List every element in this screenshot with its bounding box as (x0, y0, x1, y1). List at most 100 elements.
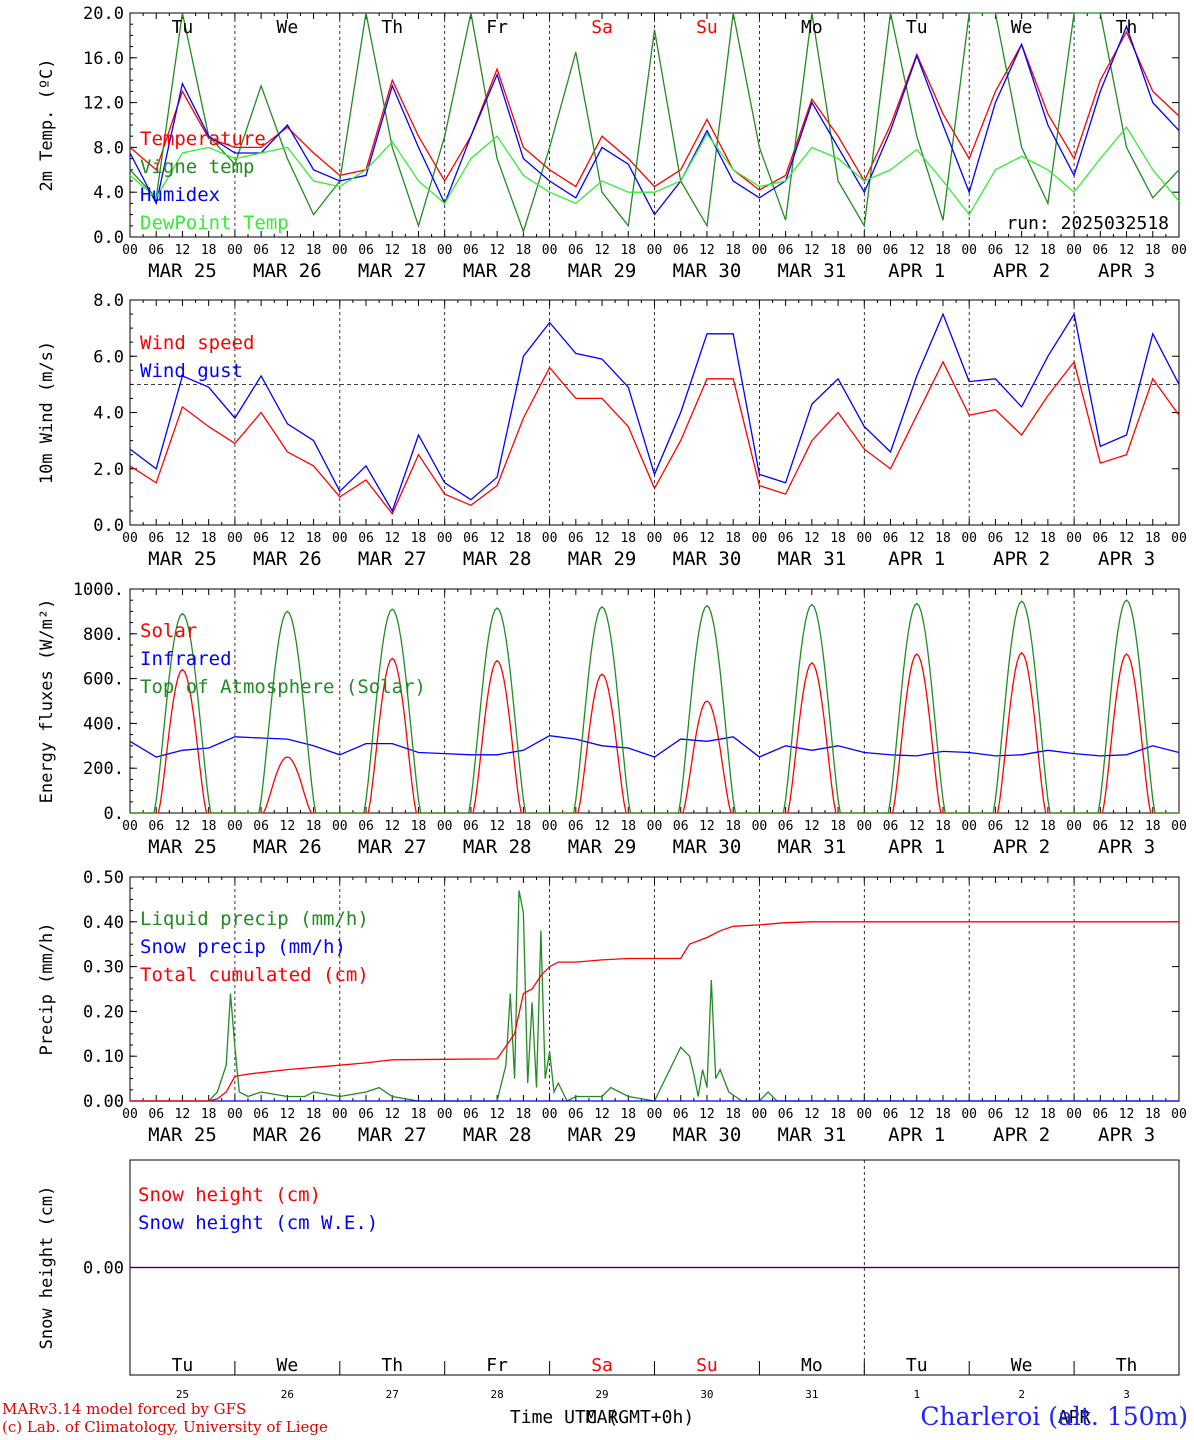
hour-label: 00 (752, 1107, 768, 1122)
credit-line-lab: (c) Lab. of Climatology, University of L… (2, 1418, 328, 1436)
hour-label: 12 (909, 1107, 925, 1122)
y-tick-label: 12.0 (83, 94, 124, 114)
hour-label: 12 (1014, 243, 1030, 258)
hour-label: 00 (856, 243, 872, 258)
hour-label: 06 (253, 819, 269, 834)
hour-label: 00 (227, 1107, 243, 1122)
date-label: APR 2 (993, 836, 1050, 858)
y-tick-label: 0. (104, 804, 124, 824)
legend-entry: Temperature (140, 128, 266, 150)
hour-label: 00 (332, 531, 348, 546)
panel-1: 0.0 4.0 8.0 12.0 16.0 20.0 2m Temp. (ºC) Temper… (37, 4, 1187, 282)
y-tick-label: 0.10 (83, 1047, 124, 1067)
y-tick-label: 8.0 (93, 138, 124, 158)
hour-label: 18 (830, 531, 846, 546)
weekday-label: Th (381, 1355, 403, 1376)
hour-label: 06 (253, 531, 269, 546)
date-label: MAR 29 (568, 260, 637, 282)
hour-label: 12 (594, 819, 610, 834)
hour-label: 18 (830, 243, 846, 258)
hour-label: 18 (411, 243, 427, 258)
date-label: APR 3 (1098, 260, 1155, 282)
date-label: MAR 25 (148, 836, 217, 858)
hour-label: 18 (411, 1107, 427, 1122)
y-tick-label: 0.40 (83, 913, 124, 933)
y-tick-label: 800. (83, 625, 124, 645)
hour-label: 00 (856, 1107, 872, 1122)
hour-label: 00 (227, 243, 243, 258)
date-label: MAR 26 (253, 548, 322, 570)
hour-label: 18 (935, 819, 951, 834)
hour-label: 18 (935, 243, 951, 258)
hour-label: 06 (778, 243, 794, 258)
hour-label: 12 (1119, 243, 1135, 258)
date-label: MAR 28 (463, 1124, 532, 1146)
day-number-label: 1 (913, 1388, 920, 1401)
hour-label: 18 (725, 819, 741, 834)
hour-label: 06 (148, 531, 164, 546)
hour-label: 00 (1171, 1107, 1187, 1122)
hour-label: 06 (568, 243, 584, 258)
hour-label: 06 (358, 243, 374, 258)
hour-label: 00 (647, 1107, 663, 1122)
hour-label: 18 (306, 243, 322, 258)
weekday-label: Su (696, 17, 718, 38)
weekday-label: Tu (172, 17, 194, 38)
weekday-label: Sa (591, 17, 613, 38)
hour-label: 12 (699, 531, 715, 546)
weekday-label: Tu (172, 1355, 194, 1376)
hour-label: 12 (384, 531, 400, 546)
hour-label: 18 (830, 1107, 846, 1122)
date-label: APR 1 (888, 260, 945, 282)
hour-label: 06 (358, 819, 374, 834)
hour-label: 12 (175, 243, 191, 258)
hour-label: 12 (594, 243, 610, 258)
series-line-liquid-precip-mm-h- (130, 890, 1179, 1102)
hour-label: 12 (489, 243, 505, 258)
y-tick-label: 8.0 (93, 291, 124, 311)
hour-label: 18 (620, 1107, 636, 1122)
hour-label: 06 (1092, 1107, 1108, 1122)
y-tick-label: 2.0 (93, 460, 124, 480)
date-label: MAR 31 (778, 260, 847, 282)
hour-label: 12 (175, 819, 191, 834)
hour-label: 18 (725, 243, 741, 258)
hour-label: 06 (778, 1107, 794, 1122)
month-label-apr: APR (1058, 1407, 1091, 1428)
weekday-label: Th (1116, 17, 1138, 38)
hour-label: 18 (1040, 531, 1056, 546)
hour-label: 06 (988, 243, 1004, 258)
legend-entry: Snow precip (mm/h) (140, 936, 346, 958)
hour-label: 00 (122, 1107, 138, 1122)
panel-2: 0.0 2.0 4.0 6.0 8.0 10m Wind (m/s) Wind speed W… (37, 291, 1187, 570)
hour-label: 12 (699, 819, 715, 834)
legend-entry: Infrared (140, 648, 232, 670)
hour-label: 12 (1119, 1107, 1135, 1122)
hour-label: 18 (201, 531, 217, 546)
date-label: MAR 28 (463, 260, 532, 282)
weekday-label: We (1011, 1355, 1033, 1376)
hour-label: 00 (437, 1107, 453, 1122)
hour-label: 18 (306, 1107, 322, 1122)
legend-entry: Snow height (cm W.E.) (138, 1212, 378, 1234)
hour-label: 00 (332, 1107, 348, 1122)
hour-label: 06 (568, 1107, 584, 1122)
station-name: Charleroi (alt. 150m) (920, 1402, 1188, 1431)
hour-label: 00 (1171, 243, 1187, 258)
hour-label: 18 (411, 531, 427, 546)
hour-label: 12 (1014, 819, 1030, 834)
hour-label: 00 (961, 243, 977, 258)
day-number-label: 31 (805, 1388, 818, 1401)
hour-label: 06 (883, 531, 899, 546)
x-axis-label: Time UTC (GMT+0h) (510, 1407, 694, 1428)
hour-label: 06 (358, 531, 374, 546)
date-label: MAR 31 (778, 836, 847, 858)
weekday-label: We (1011, 17, 1033, 38)
hour-label: 06 (148, 819, 164, 834)
date-label: MAR 30 (673, 1124, 742, 1146)
date-label: APR 3 (1098, 1124, 1155, 1146)
date-label: MAR 27 (358, 1124, 427, 1146)
hour-label: 00 (856, 819, 872, 834)
hour-label: 00 (752, 531, 768, 546)
hour-label: 18 (1145, 819, 1161, 834)
